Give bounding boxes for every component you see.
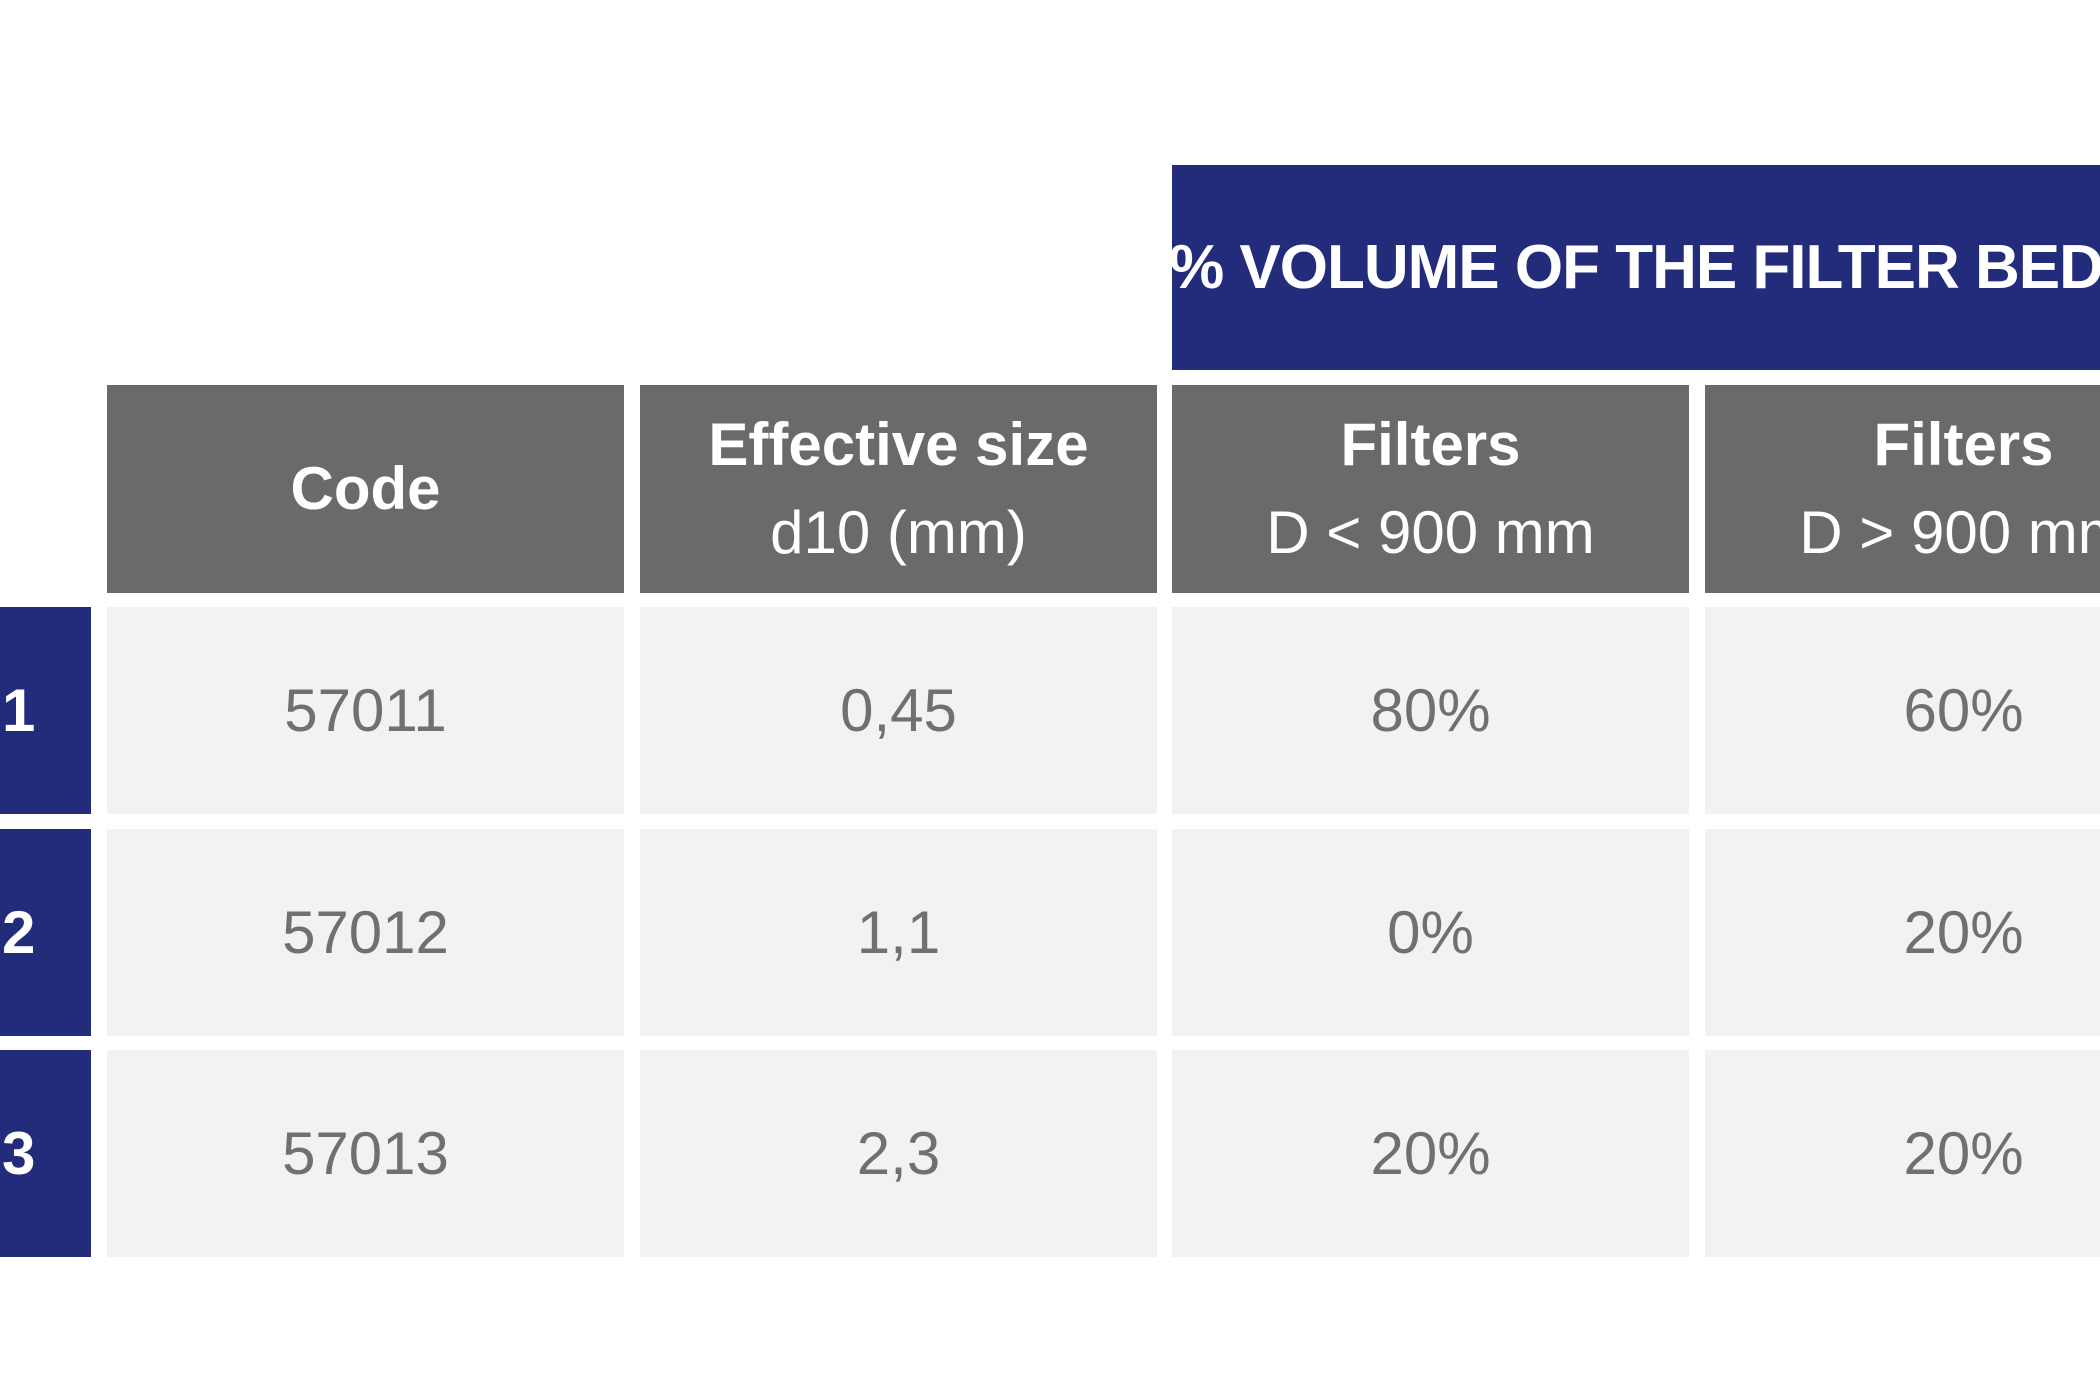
- table-cell-filters-large: 60%: [1705, 607, 2100, 814]
- row-label-1: 1: [0, 607, 91, 814]
- table-cell-effective-size: 0,45: [640, 607, 1157, 814]
- row-label-2: 2: [0, 829, 91, 1036]
- column-header-filters-small-line2: D < 900 mm: [1266, 499, 1595, 566]
- column-header-code-label: Code: [290, 455, 441, 522]
- table-cell-filters-large: 20%: [1705, 829, 2100, 1036]
- group-header-volume: % VOLUME OF THE FILTER BED: [1172, 165, 2100, 370]
- table-cell-filters-small: 0%: [1172, 829, 1689, 1036]
- table-cell-effective-size: 2,3: [640, 1050, 1157, 1257]
- table-cell-filters-large-value: 20%: [1903, 899, 2024, 966]
- table-cell-code: 57013: [107, 1050, 624, 1257]
- table-cell-filters-large-value: 20%: [1903, 1120, 2024, 1187]
- table-cell-filters-small: 80%: [1172, 607, 1689, 814]
- table-cell-effective-size: 1,1: [640, 829, 1157, 1036]
- column-header-filters-large-line1: Filters: [1873, 411, 2054, 478]
- column-header-filters-small: Filters D < 900 mm: [1172, 385, 1689, 593]
- column-header-filters-large-line2: D > 900 mm: [1799, 499, 2100, 566]
- table-cell-code: 57011: [107, 607, 624, 814]
- column-header-filters-large: Filters D > 900 mm: [1705, 385, 2100, 593]
- column-header-code: Code: [107, 385, 624, 593]
- column-header-effective-size-line1: Effective size: [708, 411, 1089, 478]
- table-cell-filters-small: 20%: [1172, 1050, 1689, 1257]
- column-header-filters-small-line1: Filters: [1340, 411, 1521, 478]
- row-label-3: 3: [0, 1050, 91, 1257]
- column-header-effective-size: Effective size d10 (mm): [640, 385, 1157, 593]
- table-cell-filters-large: 20%: [1705, 1050, 2100, 1257]
- column-header-effective-size-line2: d10 (mm): [770, 499, 1027, 566]
- table-cell-filters-large-value: 60%: [1903, 677, 2024, 744]
- table-cell-code: 57012: [107, 829, 624, 1036]
